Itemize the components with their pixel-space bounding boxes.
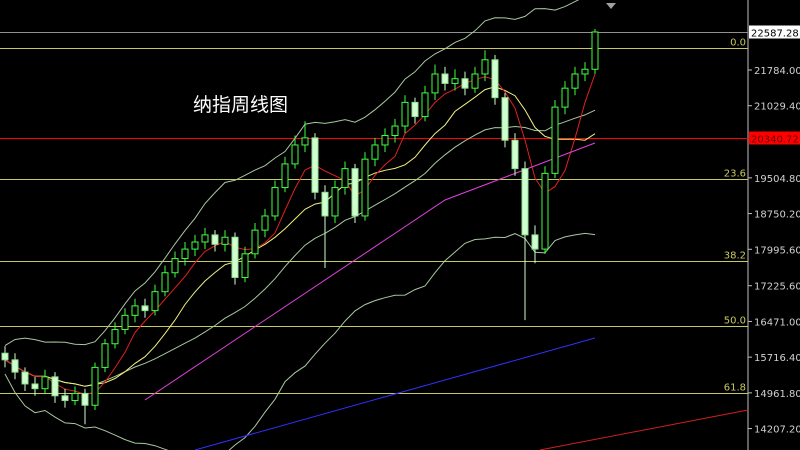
candle-bull (251, 229, 259, 255)
candle-bear (211, 234, 219, 245)
candle-bull (291, 144, 299, 165)
red-level-box (749, 131, 800, 145)
candle-bull (111, 329, 119, 345)
candle-bear (81, 392, 89, 406)
y-tick-label: 17995.60 (754, 245, 800, 256)
candle-bull (171, 258, 179, 274)
candle-bull (391, 125, 399, 136)
y-tick-label: 14207.20 (754, 425, 800, 436)
candle-bull (261, 215, 269, 231)
y-tick-label: 21784.00 (754, 66, 800, 77)
fib-level-label: 23.6 (724, 169, 746, 180)
y-tick-label: 14961.80 (754, 389, 800, 400)
candle-bull (41, 376, 49, 390)
candle-bear (441, 73, 449, 84)
bollinger-middle-line (4, 109, 596, 387)
candle-bear (521, 168, 529, 236)
ma-red-long-line (539, 409, 749, 450)
candle-bull (431, 73, 439, 94)
candle-bull (191, 241, 199, 250)
current-price-box (749, 25, 800, 39)
red-level-label: 20340.72 (751, 135, 799, 146)
y-tick-label: 18750.20 (754, 210, 800, 221)
candle-bear (51, 376, 59, 397)
candle-bull (341, 168, 349, 189)
candle-bull (561, 87, 569, 108)
candle-bear (531, 234, 539, 250)
scroll-marker-icon (606, 3, 616, 9)
candle-bull (571, 73, 579, 89)
fib-level-label: 0.0 (730, 38, 746, 49)
candle-bull (361, 158, 369, 217)
candle-bull (281, 163, 289, 189)
candle-bull (91, 366, 99, 406)
ma-blue-line (194, 337, 596, 450)
y-tick-label: 21029.40 (754, 102, 800, 113)
candle-bull (551, 106, 559, 174)
candle-bear (511, 139, 519, 170)
candle-bear (21, 371, 29, 385)
candle-bull (541, 172, 549, 250)
candle-bear (461, 78, 469, 89)
candle-bull (131, 305, 139, 316)
candle-bull (101, 343, 109, 368)
candle-bull (581, 68, 589, 75)
candle-bear (31, 383, 39, 390)
candle-bear (501, 97, 509, 141)
y-tick-label: 15716.40 (754, 353, 800, 364)
candle-bull (151, 291, 159, 312)
candle-bear (491, 59, 499, 99)
candle-bull (451, 78, 459, 84)
chart-title: 纳指周线图 (193, 95, 289, 116)
candle-bull (591, 31, 599, 70)
candle-bull (161, 272, 169, 293)
candle-bull (121, 314, 129, 331)
candle-bear (11, 359, 19, 373)
candle-bull (241, 253, 249, 278)
candle-bear (411, 101, 419, 118)
candle-bull (71, 392, 79, 402)
y-tick-label: 17225.60 (754, 282, 800, 293)
y-tick-label: 19504.80 (754, 174, 800, 185)
candle-bull (221, 236, 229, 245)
candle-bear (351, 168, 359, 217)
candle-bull (371, 144, 379, 160)
candle-bear (321, 191, 329, 217)
candle-bear (61, 395, 69, 402)
fib-level-label: 50.0 (724, 316, 746, 327)
candle-bull (331, 187, 339, 217)
candle-bear (231, 236, 239, 278)
current-price-label: 22587.28 (751, 29, 799, 40)
y-tick-label: 16471.00 (754, 317, 800, 328)
candle-bull (471, 73, 479, 89)
candle-bear (1, 352, 9, 361)
candle-bull (421, 92, 429, 118)
candle-bear (141, 305, 149, 312)
candle-bear (311, 137, 319, 193)
candle-bull (381, 134, 389, 146)
bollinger-lower-line (4, 232, 596, 450)
candle-bull (481, 59, 489, 75)
fib-level-label: 38.2 (724, 251, 746, 262)
candle-bull (301, 137, 309, 146)
candle-bull (201, 234, 209, 243)
candle-bull (181, 248, 189, 260)
ma-magenta-line (144, 142, 596, 401)
candle-bull (401, 101, 409, 127)
fib-level-label: 61.8 (724, 383, 746, 394)
bollinger-upper-line (4, 0, 580, 347)
candle-bull (271, 187, 279, 217)
